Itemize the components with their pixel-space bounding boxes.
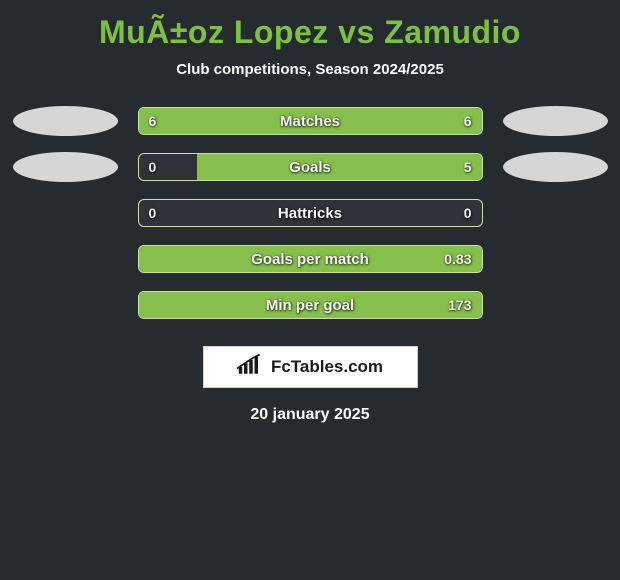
stat-bar: 00Hattricks — [138, 199, 483, 227]
page-title: MuÃ±oz Lopez vs Zamudio — [0, 0, 620, 53]
stat-row: 05Goals — [0, 144, 620, 190]
stat-label: Goals — [139, 159, 482, 176]
stat-row: 00Hattricks — [0, 190, 620, 236]
stat-label: Hattricks — [139, 205, 482, 222]
player-right-ellipse — [503, 106, 608, 136]
stat-row: 173Min per goal — [0, 282, 620, 328]
stat-bar: 0.83Goals per match — [138, 245, 483, 273]
subtitle: Club competitions, Season 2024/2025 — [0, 53, 620, 98]
player-left-ellipse — [13, 152, 118, 182]
stat-rows: 66Matches 05Goals 00Hattricks 0.83Goals per… — [0, 98, 620, 328]
stat-bar: 173Min per goal — [138, 291, 483, 319]
player-right-ellipse — [503, 152, 608, 182]
comparison-card: MuÃ±oz Lopez vs Zamudio Club competition… — [0, 0, 620, 424]
stat-bar: 05Goals — [138, 153, 483, 181]
stat-row: 66Matches — [0, 98, 620, 144]
stat-label: Min per goal — [139, 297, 482, 314]
stat-label: Goals per match — [139, 251, 482, 268]
stat-label: Matches — [139, 113, 482, 130]
brand-text: FcTables.com — [271, 357, 383, 377]
date-text: 20 january 2025 — [0, 388, 620, 424]
stat-bar: 66Matches — [138, 107, 483, 135]
brand-badge[interactable]: FcTables.com — [203, 346, 418, 388]
player-left-ellipse — [13, 106, 118, 136]
stat-row: 0.83Goals per match — [0, 236, 620, 282]
brand-chart-icon — [237, 354, 265, 381]
